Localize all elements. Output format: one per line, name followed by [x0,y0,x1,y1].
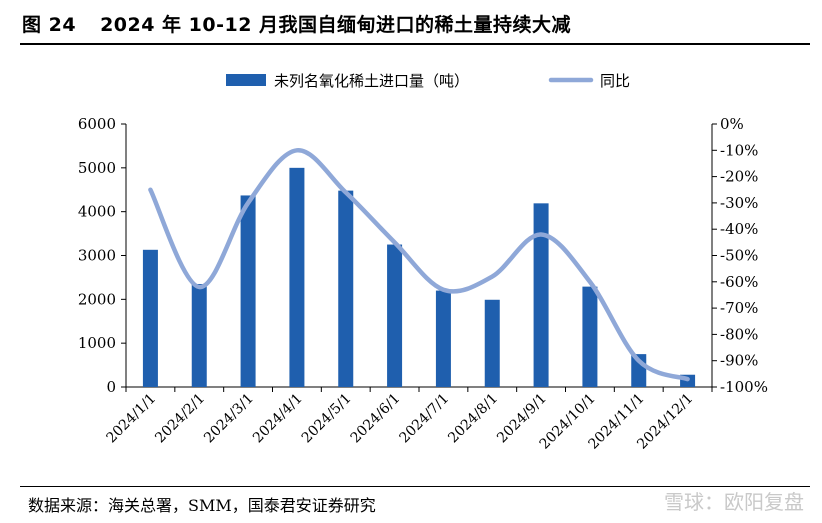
bar [142,249,158,387]
y-right-tick-label: -100% [720,378,768,396]
x-tick-label: 2024/3/1 [201,391,257,447]
figure-title: 图 24 2024 年 10-12 月我国自缅甸进口的稀土量持续大减 [22,10,571,37]
x-tick-label: 2024/8/1 [445,391,501,447]
x-tick-label: 2024/6/1 [348,391,404,447]
y-left-tick-label: 3000 [78,247,116,265]
y-left-tick-label: 0 [106,378,116,396]
title-rule [20,43,810,45]
x-tick-label: 2024/7/1 [396,391,452,447]
bar [582,286,598,387]
y-right-tick-label: -60% [720,273,758,291]
y-right-tick-label: -50% [720,247,758,265]
bar [484,299,500,387]
figure-title-text: 2024 年 10-12 月我国自缅甸进口的稀土量持续大减 [100,14,572,36]
bar [191,283,207,387]
y-right-tick-label: -90% [720,352,758,370]
y-left-tick-label: 4000 [78,203,116,221]
watermark: 雪球：欧阳复盘 [664,490,804,514]
y-right-tick-label: -40% [720,220,758,238]
x-tick-label: 2024/1/1 [103,391,159,447]
y-left-tick-label: 6000 [78,115,116,133]
x-tick-label: 2024/4/1 [250,391,306,447]
bar [533,203,549,387]
y-left-tick-label: 1000 [78,334,116,352]
bar [387,244,403,387]
y-right-tick-label: -80% [720,325,758,343]
bar [240,195,256,387]
legend-label-bar: 未列名氧化稀土进口量（吨） [274,72,469,90]
legend-label-line: 同比 [600,72,630,90]
bar [338,190,354,387]
legend-swatch-bar [226,74,266,86]
y-right-tick-label: -10% [720,141,758,159]
bar [289,167,305,387]
y-left-tick-label: 2000 [78,290,116,308]
bar [435,290,451,387]
y-right-tick-label: 0% [720,115,744,133]
source-note: 数据来源：海关总署，SMM，国泰君安证券研究 [28,496,376,515]
y-right-tick-label: -70% [720,299,758,317]
y-right-tick-label: -20% [720,168,758,186]
source-rule [20,486,810,487]
series-line-yoy [148,148,690,382]
figure-label: 图 24 [22,14,77,36]
x-tick-label: 2024/5/1 [299,391,355,447]
x-tick-label: 2024/2/1 [152,391,208,447]
y-left-tick-label: 5000 [78,159,116,177]
y-right-tick-label: -30% [720,194,758,212]
